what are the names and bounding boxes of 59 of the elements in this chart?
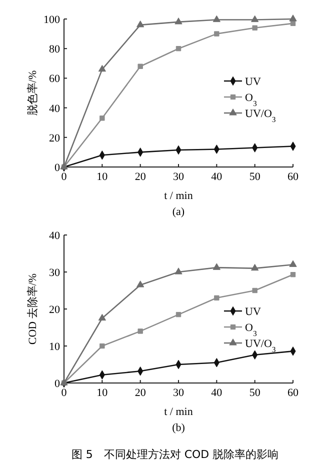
point [289, 14, 297, 22]
point [176, 312, 182, 318]
x-tick-label: 50 [249, 171, 261, 183]
point [98, 64, 106, 72]
x-tick-label: 30 [173, 387, 184, 399]
x-axis-title: t / min [164, 190, 194, 202]
y-tick-label: 20 [49, 304, 60, 316]
y-tick-label: 10 [49, 341, 60, 353]
point [176, 46, 182, 52]
y-tick-label: 100 [44, 14, 60, 26]
y-tick-label: 0 [54, 378, 60, 390]
point [251, 264, 259, 271]
point [136, 20, 144, 28]
y-tick-label: 60 [49, 73, 60, 86]
point [212, 263, 220, 270]
point [214, 31, 220, 36]
point [252, 25, 258, 30]
y-tick-label: 0 [54, 162, 60, 174]
y-tick-label: 20 [49, 132, 60, 144]
y-tick-label: 40 [49, 230, 60, 242]
x-tick-label: 60 [288, 171, 299, 183]
x-tick-label: 20 [134, 387, 146, 399]
x-tick-label: 10 [96, 171, 108, 183]
legend-label: UV/O$_{3}$ [245, 108, 276, 124]
point [289, 260, 297, 267]
point [138, 64, 143, 69]
point [100, 343, 105, 349]
legend-label: O$_{3}$ [245, 92, 257, 108]
legend-label: UV [245, 76, 261, 88]
point [136, 280, 144, 288]
y-tick-label: 40 [49, 102, 60, 115]
legend-label: UV [245, 306, 261, 318]
point [251, 15, 259, 22]
point [174, 18, 182, 24]
point [98, 314, 106, 321]
point [290, 272, 296, 278]
x-tick-label: 20 [134, 171, 146, 183]
x-tick-label: 50 [249, 387, 261, 399]
point [214, 295, 220, 300]
x-tick-label: 10 [96, 387, 108, 399]
legend-label: UV/O$_{3}$ [245, 338, 276, 354]
x-tick-label: 40 [211, 171, 223, 183]
point [174, 268, 182, 274]
point [138, 328, 143, 334]
text: (a) [172, 206, 185, 218]
x-tick-label: 40 [211, 387, 223, 399]
caption: 图 5 不同处理方法对 COD 脱除率的影响 [71, 448, 279, 461]
legend-label: O$_{3}$ [245, 322, 257, 338]
point [100, 116, 105, 121]
y-axis-title: 脱色率/% [26, 70, 39, 116]
x-tick-label: 30 [173, 171, 184, 183]
text: (b) [172, 422, 186, 434]
y-axis-title: COD 去除率/% [26, 273, 39, 345]
y-tick-label: 80 [49, 44, 60, 56]
point [252, 288, 258, 294]
y-tick-label: 30 [49, 267, 60, 279]
x-axis-title: t / min [164, 406, 194, 418]
point [212, 15, 220, 22]
x-tick-label: 60 [288, 387, 299, 399]
